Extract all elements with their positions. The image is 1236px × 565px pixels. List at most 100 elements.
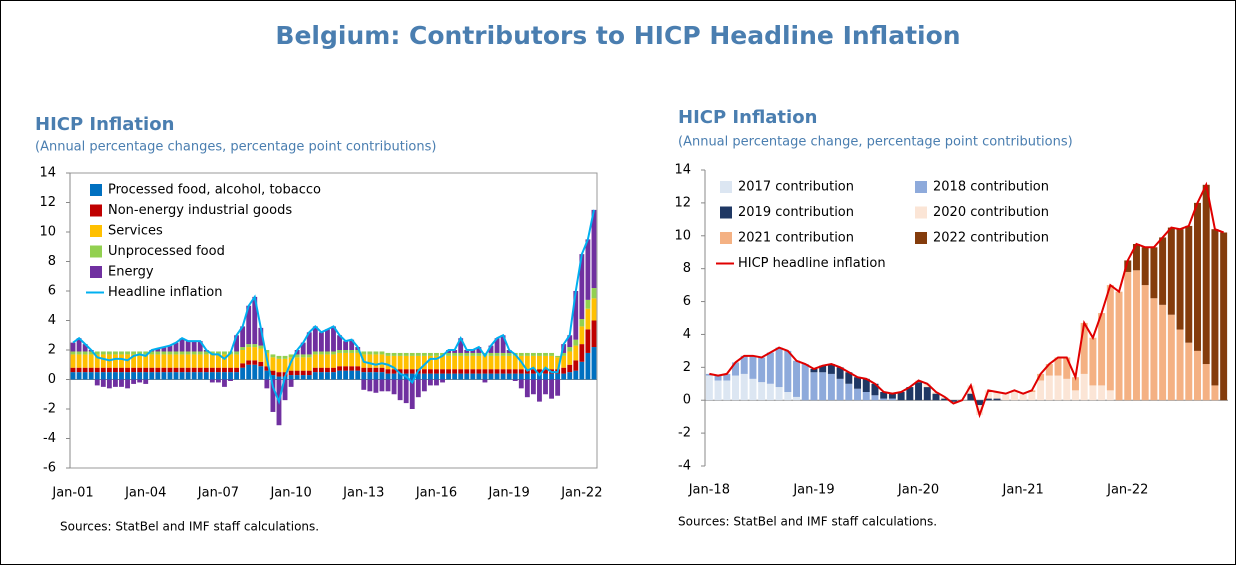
bar-segment [373, 372, 379, 380]
bar-segment [222, 379, 227, 387]
bar-segment [325, 367, 330, 373]
bar-segment [1054, 357, 1062, 376]
bar-segment [464, 350, 470, 353]
legend-swatch [915, 206, 927, 219]
bar-segment [452, 352, 458, 356]
bar-segment [131, 351, 137, 355]
bar-segment [452, 369, 458, 374]
bar-segment [561, 352, 567, 356]
bar-segment [415, 352, 421, 356]
bar-segment [1115, 291, 1123, 401]
y-tick-label: 0 [48, 372, 56, 387]
bar-segment [518, 352, 524, 356]
bar-segment [191, 367, 197, 373]
bar-segment [530, 379, 536, 395]
bar-segment [967, 385, 975, 394]
line-series [709, 181, 1224, 419]
bar-segment [197, 372, 203, 380]
bar-segment [179, 372, 185, 380]
bar-segment [191, 372, 197, 380]
bar-segment [94, 379, 100, 386]
bar-segment [119, 379, 124, 387]
y-tick-label: 0 [683, 393, 691, 408]
bar-segment [567, 335, 573, 348]
bar-segment [312, 372, 318, 380]
bar-segment [1159, 304, 1167, 401]
bar-segment [246, 364, 252, 380]
bar-segment [82, 354, 88, 368]
bar-segment [82, 367, 88, 373]
bar-segment [270, 357, 276, 371]
bar-segment [543, 355, 548, 370]
bar-segment [512, 369, 518, 374]
bar-segment [543, 373, 548, 380]
bar-segment [318, 351, 324, 355]
bar-segment [784, 392, 792, 401]
bar-segment [446, 373, 452, 380]
bar-segment [518, 373, 524, 380]
bar-segment [530, 369, 536, 374]
bar-segment [585, 299, 591, 309]
bar-segment [827, 373, 835, 401]
x-tick-label: Jan-19 [792, 483, 834, 498]
bar-segment [585, 352, 591, 380]
bar-segment [543, 352, 548, 356]
bar-segment [143, 354, 149, 368]
bar-segment [106, 367, 112, 373]
bar-segment [573, 291, 579, 340]
bar-segment [337, 335, 342, 350]
y-tick-label: 14 [39, 166, 56, 181]
bar-segment [941, 398, 949, 401]
bar-segment [264, 350, 270, 353]
bar-segment [758, 382, 766, 401]
bar-segment [500, 335, 506, 353]
bar-segment [537, 352, 542, 356]
bar-segment [167, 372, 173, 380]
bar-segment [421, 355, 427, 370]
bar-segment [1194, 350, 1201, 401]
y-tick-label: 8 [48, 254, 56, 269]
bar-segment [543, 379, 548, 395]
bar-segment [355, 370, 361, 380]
x-tick-label: Jan-20 [897, 483, 939, 498]
bar-segment [349, 339, 355, 350]
bar-segment [1028, 392, 1036, 401]
bar-segment [723, 380, 731, 401]
bar-segment [343, 366, 349, 371]
bar-segment [246, 347, 252, 361]
bar-segment [740, 373, 748, 401]
x-tick-label: Jan-16 [415, 486, 457, 501]
bar-segment [1002, 393, 1010, 401]
bar-segment [306, 375, 312, 380]
y-tick-label: 12 [674, 195, 691, 210]
bar-segment [488, 345, 494, 353]
bar-segment [440, 379, 445, 383]
bar-segment [270, 354, 276, 358]
chart-subtitle: (Annual percentage changes, percentage p… [35, 140, 436, 155]
bar-segment [1080, 373, 1088, 401]
bar-segment [403, 352, 409, 356]
bar-segment [494, 369, 500, 374]
x-tick-label: Jan-21 [1002, 483, 1044, 498]
bar-segment [397, 379, 403, 401]
bar-segment [391, 355, 397, 370]
bar-segment [167, 367, 173, 373]
y-tick-label: 4 [48, 313, 56, 328]
bar-segment [179, 338, 185, 352]
bar-segment [1080, 322, 1088, 374]
bar-segment [294, 375, 300, 380]
bar-segment [325, 354, 330, 368]
bar-segment [1141, 247, 1149, 286]
bar-segment [88, 367, 94, 373]
bar-segment [494, 355, 500, 370]
bar-segment [561, 355, 567, 368]
legend-label: 2021 contribution [738, 231, 854, 246]
bar-segment [567, 351, 573, 365]
bar-segment [361, 379, 367, 390]
bar-segment [434, 369, 439, 374]
bar-segment [476, 373, 482, 380]
bar-segment [113, 372, 118, 380]
bar-segment [70, 351, 76, 355]
y-tick-label: 10 [39, 225, 56, 240]
